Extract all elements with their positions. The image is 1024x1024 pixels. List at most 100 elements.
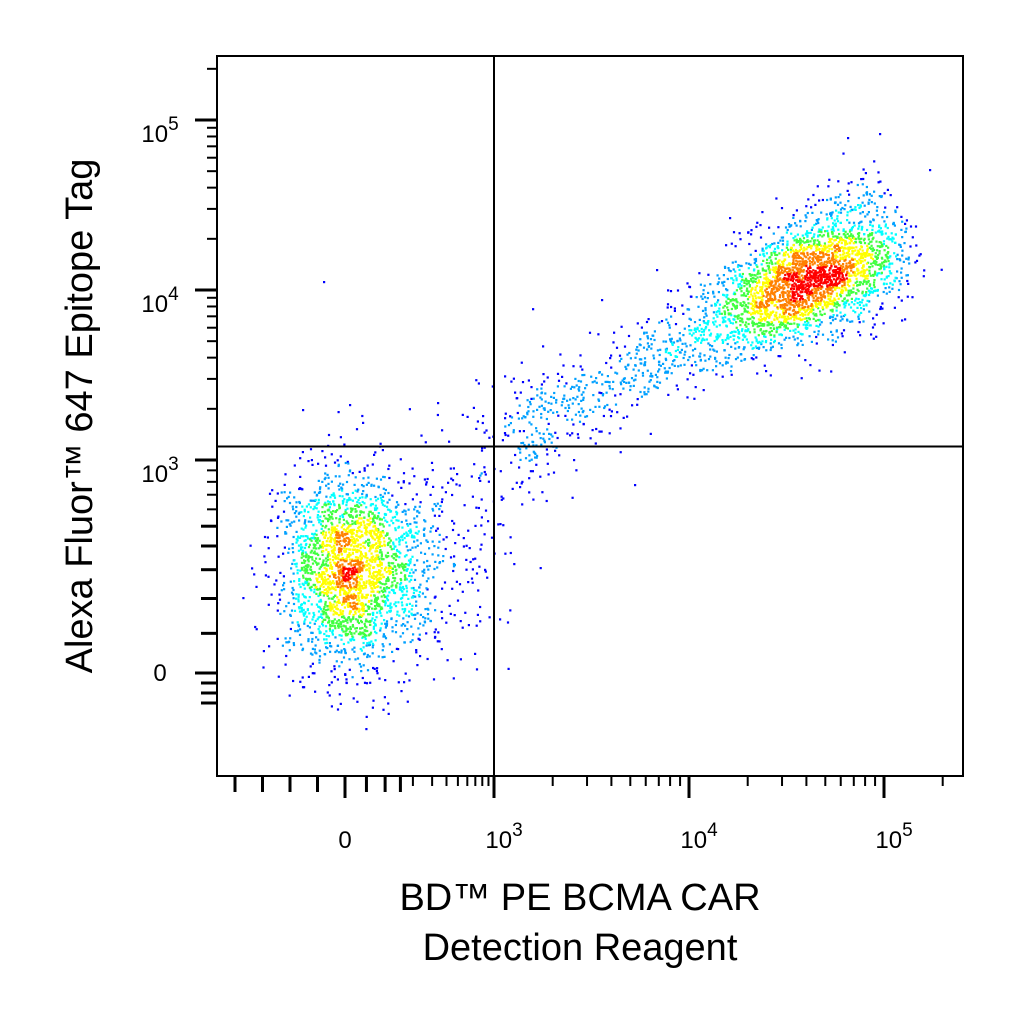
event-point <box>326 691 329 694</box>
event-point <box>603 406 606 410</box>
event-point <box>840 288 843 292</box>
event-point <box>784 315 787 318</box>
event-point <box>772 232 775 235</box>
event-point <box>405 587 408 590</box>
event-point <box>843 208 846 211</box>
event-point <box>865 291 868 294</box>
event-point <box>292 588 295 592</box>
event-point <box>771 242 774 246</box>
event-point <box>335 517 338 520</box>
event-point <box>831 319 835 322</box>
event-point <box>388 643 391 646</box>
event-point <box>371 503 374 506</box>
event-point <box>751 321 754 325</box>
event-point <box>792 216 795 219</box>
event-point <box>298 501 301 505</box>
event-point <box>382 475 385 478</box>
event-point <box>419 622 422 625</box>
event-point <box>484 568 487 571</box>
event-point <box>360 578 363 581</box>
event-point <box>376 570 379 574</box>
event-point <box>327 487 330 490</box>
event-point <box>475 506 478 509</box>
event-point <box>400 582 403 585</box>
event-point <box>378 605 381 608</box>
event-point <box>761 290 764 293</box>
event-point <box>356 657 360 660</box>
event-point <box>528 421 531 424</box>
event-point <box>323 536 327 539</box>
event-point <box>292 508 295 511</box>
event-point <box>407 559 411 562</box>
event-point <box>781 323 785 326</box>
event-point <box>392 541 395 544</box>
event-point <box>843 301 846 304</box>
event-point <box>321 563 324 566</box>
event-point <box>329 515 332 518</box>
event-point <box>800 377 803 380</box>
event-point <box>751 341 754 344</box>
event-point <box>528 491 531 494</box>
event-point <box>751 286 754 290</box>
event-point <box>879 267 882 270</box>
event-point <box>374 582 378 585</box>
event-point <box>413 589 416 592</box>
event-point <box>656 349 659 352</box>
event-point <box>363 681 367 684</box>
event-point <box>327 551 330 554</box>
event-point <box>765 276 768 279</box>
event-point <box>666 303 670 306</box>
event-point <box>300 535 303 538</box>
event-point <box>376 672 379 675</box>
event-point <box>368 550 371 553</box>
event-point <box>412 613 415 617</box>
event-point <box>859 334 862 337</box>
event-point <box>345 681 348 685</box>
event-point <box>329 607 332 610</box>
event-point <box>811 211 814 214</box>
event-point <box>703 321 706 324</box>
event-point <box>846 211 849 214</box>
event-point <box>339 539 342 542</box>
event-point <box>341 610 345 613</box>
event-point <box>765 287 768 291</box>
event-point <box>363 467 366 470</box>
event-point <box>722 284 725 287</box>
event-point <box>768 286 771 289</box>
event-point <box>805 256 808 259</box>
event-point <box>813 233 816 236</box>
event-point <box>754 257 758 261</box>
event-point <box>433 545 436 548</box>
event-point <box>408 580 411 583</box>
event-point <box>732 282 735 285</box>
event-point <box>374 528 377 531</box>
event-point <box>839 239 842 242</box>
event-point <box>373 514 376 517</box>
event-point <box>405 545 408 548</box>
event-point <box>319 615 322 618</box>
event-point <box>337 530 340 533</box>
event-point <box>762 252 765 255</box>
event-point <box>361 492 364 496</box>
event-point <box>782 263 785 266</box>
event-point <box>897 296 900 299</box>
event-point <box>444 547 447 551</box>
event-point <box>364 556 367 559</box>
event-point <box>369 517 372 520</box>
event-point <box>779 355 782 358</box>
event-point <box>861 260 864 263</box>
event-point <box>760 299 764 303</box>
event-point <box>602 393 605 396</box>
event-point <box>416 544 419 547</box>
event-point <box>794 331 797 334</box>
event-point <box>670 372 673 375</box>
event-point <box>361 500 364 504</box>
event-point <box>319 546 322 549</box>
event-point <box>628 381 631 384</box>
event-point <box>416 510 419 513</box>
event-point <box>900 271 903 274</box>
event-point <box>363 566 366 569</box>
event-point <box>726 333 729 337</box>
event-point <box>380 551 383 554</box>
event-point <box>387 567 390 570</box>
